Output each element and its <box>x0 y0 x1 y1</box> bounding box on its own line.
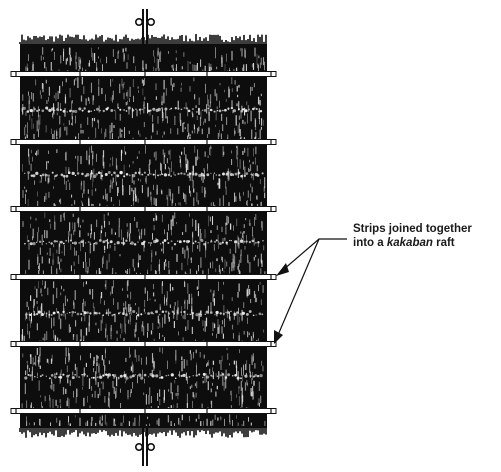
annotation-term-kakaban: kakaban <box>386 237 433 249</box>
top-anchor-stake <box>135 9 156 44</box>
seaweed-strip <box>20 142 267 209</box>
annotation-label: Strips joined together into a kakaban ra… <box>353 222 499 250</box>
seaweed-strip <box>19 34 267 74</box>
raft-crossbar <box>10 206 277 212</box>
annotation-line-2: into a kakaban raft <box>353 236 499 250</box>
seaweed-strips <box>19 34 267 438</box>
seaweed-strip <box>20 277 267 344</box>
raft-crossbar <box>10 71 277 77</box>
raft-crossbar <box>10 139 277 145</box>
seaweed-strip <box>20 344 267 411</box>
seaweed-strip <box>20 74 267 142</box>
seaweed-strip <box>20 209 267 277</box>
arrowhead-lower <box>274 330 283 344</box>
raft-crossbar <box>10 341 277 347</box>
annotation-prefix: into a <box>353 237 387 249</box>
bottom-anchor-stake <box>135 428 156 466</box>
arrowhead-upper <box>276 263 289 276</box>
raft-crossbar <box>10 274 277 280</box>
raft-crossbar <box>10 408 277 414</box>
raft-crossbars <box>10 71 277 414</box>
annotation-leader <box>274 238 347 344</box>
annotation-suffix: raft <box>432 237 455 249</box>
annotation-line-1: Strips joined together <box>353 223 472 235</box>
seaweed-strip <box>19 411 267 438</box>
